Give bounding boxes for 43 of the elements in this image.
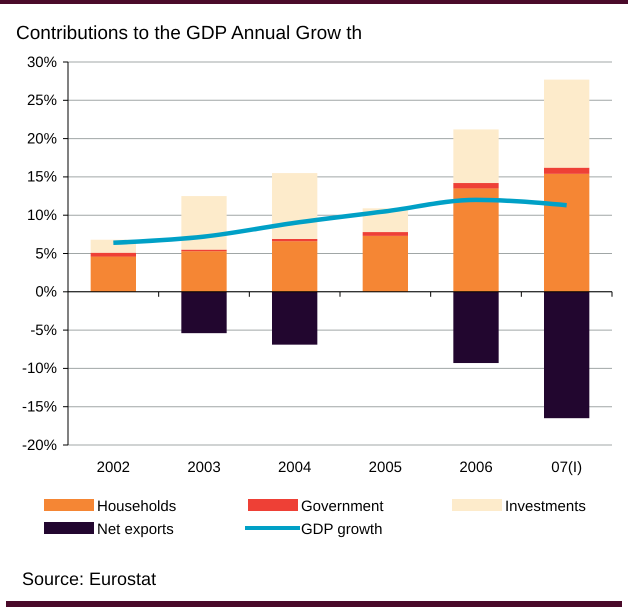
bar	[544, 80, 590, 168]
y-tick-label: 30%	[26, 54, 57, 71]
bar	[272, 292, 318, 345]
y-tick-label: 0%	[35, 284, 57, 301]
chart-title: Contributions to the GDP Annual Grow th	[16, 23, 362, 44]
bar	[272, 241, 318, 292]
bar	[181, 196, 227, 250]
y-tick-label: 20%	[26, 130, 57, 148]
legend-label: Government	[301, 498, 384, 515]
y-tick-label: 10%	[26, 207, 57, 224]
x-tick-label: 07(I)	[551, 459, 582, 476]
y-tick-label: -5%	[30, 322, 57, 339]
x-tick-label: 2003	[187, 459, 221, 476]
legend-label: Investments	[505, 498, 586, 515]
x-tick-label: 2002	[96, 459, 130, 476]
bar	[453, 188, 499, 292]
x-tick-label: 2006	[459, 459, 493, 476]
y-tick-label: 25%	[26, 92, 57, 110]
legend-label: Net exports	[97, 521, 174, 538]
x-tick-label: 2004	[278, 459, 312, 476]
y-tick-label: 5%	[35, 245, 57, 262]
y-tick-label: 15%	[26, 168, 57, 186]
bar	[90, 256, 136, 292]
bar	[272, 173, 318, 239]
bar	[90, 252, 136, 257]
source-note: Source: Eurostat	[22, 569, 156, 589]
legend-label: Households	[97, 498, 176, 515]
y-tick-label: -20%	[22, 436, 57, 454]
bar	[544, 292, 590, 418]
line-series	[111, 198, 569, 246]
bar	[453, 292, 499, 364]
x-tick-label: 2005	[368, 459, 402, 476]
legend-label: GDP growth	[301, 521, 382, 538]
bar	[181, 251, 227, 292]
bar	[362, 236, 408, 292]
bar	[544, 174, 590, 292]
bar	[453, 129, 499, 184]
bar	[181, 292, 227, 334]
bar	[362, 232, 408, 236]
y-tick-label: -15%	[22, 398, 57, 416]
bar	[453, 183, 499, 188]
bar	[544, 168, 590, 174]
y-tick-label: -10%	[22, 360, 57, 378]
